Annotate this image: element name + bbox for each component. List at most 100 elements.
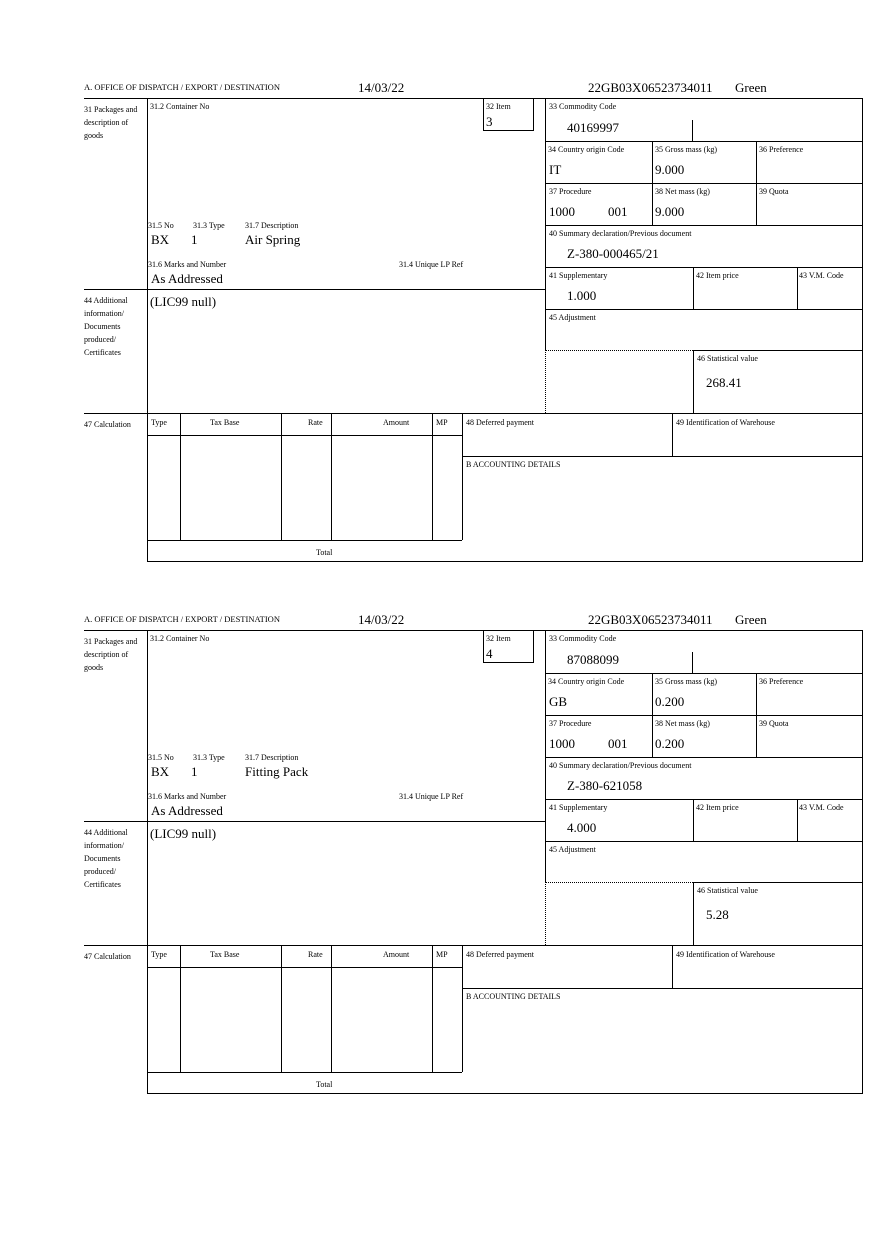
warehouse-label: 49 Identification of Warehouse [676, 418, 775, 427]
additional-info-label: 44 Additional information/ Documents pro… [84, 296, 128, 357]
supplementary-label: 41 Supplementary [549, 803, 608, 812]
commodity-label: 33 Commodity Code [549, 634, 617, 643]
divider [180, 945, 181, 1072]
divider [545, 882, 546, 945]
gross-mass: 0.200 [655, 694, 685, 709]
route-status: Green [735, 80, 767, 95]
description-label: 31.7 Description [245, 753, 299, 762]
divider [147, 561, 863, 562]
divider [483, 130, 534, 131]
divider [147, 1072, 462, 1073]
divider [545, 183, 862, 184]
divider [533, 98, 534, 130]
divider [545, 673, 862, 674]
divider [545, 757, 862, 758]
divider [545, 141, 862, 142]
divider [462, 413, 463, 540]
procedure-code: 1000 [549, 204, 575, 219]
adjustment-label: 45 Adjustment [549, 313, 596, 322]
gross-mass-label: 35 Gross mass (kg) [655, 145, 717, 154]
preference-label: 36 Preference [759, 145, 804, 154]
unique-ref-label: 31.4 Unique LP Ref [399, 260, 464, 269]
divider [432, 945, 433, 1072]
additional-info-value: (LIC99 null) [150, 294, 217, 309]
divider [483, 662, 534, 663]
divider [483, 98, 484, 130]
divider [147, 1093, 863, 1094]
statistical-label: 46 Statistical value [697, 354, 758, 363]
divider [545, 350, 693, 351]
additional-info-label: 44 Additional information/ Documents pro… [84, 828, 128, 889]
divider [672, 945, 673, 988]
item-label: 32 Item [486, 102, 511, 111]
procedure-additional: 001 [608, 736, 628, 751]
divider [462, 988, 862, 989]
summary-label: 40 Summary declaration/Previous document [549, 761, 692, 770]
net-mass-label: 38 Net mass (kg) [655, 187, 710, 196]
divider [84, 821, 545, 822]
amount-header: Amount [383, 950, 410, 959]
divider [84, 98, 862, 99]
divider [545, 882, 693, 883]
divider [693, 350, 694, 413]
statistical-label: 46 Statistical value [697, 886, 758, 895]
tax-base-header: Tax Base [210, 950, 240, 959]
mp-header: MP [436, 418, 448, 427]
package-type: 1 [191, 232, 198, 247]
divider [545, 267, 862, 268]
accounting-details-label: B ACCOUNTING DETAILS [466, 992, 561, 1001]
package-type: 1 [191, 764, 198, 779]
divider [84, 413, 862, 414]
reference-number: 22GB03X06523734011 [588, 80, 713, 95]
commodity-code: 40169997 [567, 120, 619, 135]
accounting-details-label: B ACCOUNTING DETAILS [466, 460, 561, 469]
marks-label: 31.6 Marks and Number [148, 260, 227, 269]
calculation-label: 47 Calculation [84, 952, 131, 961]
divider [147, 98, 148, 561]
no-label: 31.5 No [148, 753, 174, 762]
divider [84, 289, 545, 290]
statistical-value: 5.28 [706, 907, 729, 922]
declaration-item-form: A. OFFICE OF DISPATCH / EXPORT / DESTINA… [0, 0, 882, 562]
summary-label: 40 Summary declaration/Previous document [549, 229, 692, 238]
office-label: A. OFFICE OF DISPATCH / EXPORT / DESTINA… [84, 614, 280, 624]
divider [281, 413, 282, 540]
supplementary-value: 4.000 [567, 820, 597, 835]
divider [147, 967, 462, 968]
divider [693, 799, 694, 841]
amount-header: Amount [383, 418, 410, 427]
divider [331, 413, 332, 540]
divider [533, 630, 534, 662]
container-label: 31.2 Container No [150, 102, 210, 111]
calc-type-header: Type [151, 950, 167, 959]
description-label: 31.7 Description [245, 221, 299, 230]
divider [462, 945, 463, 1072]
unique-ref-label: 31.4 Unique LP Ref [399, 792, 464, 801]
package-no: BX [151, 232, 170, 247]
adjustment-label: 45 Adjustment [549, 845, 596, 854]
item-price-label: 42 Item price [696, 803, 739, 812]
divider [797, 799, 798, 841]
item-price-label: 42 Item price [696, 271, 739, 280]
divider [483, 630, 484, 662]
packages-label: 31 Packages and description of goods [84, 637, 138, 672]
quota-label: 39 Quota [759, 187, 789, 196]
package-no: BX [151, 764, 170, 779]
divider [147, 630, 148, 1093]
type-label: 31.3 Type [193, 753, 225, 762]
divider [692, 120, 693, 141]
date: 14/03/22 [358, 612, 405, 627]
divider [693, 882, 862, 883]
rate-header: Rate [308, 950, 323, 959]
mp-header: MP [436, 950, 448, 959]
reference-number: 22GB03X06523734011 [588, 612, 713, 627]
calculation-label: 47 Calculation [84, 420, 131, 429]
gross-mass-label: 35 Gross mass (kg) [655, 677, 717, 686]
divider [84, 945, 862, 946]
divider [331, 945, 332, 1072]
divider [432, 413, 433, 540]
marks-value: As Addressed [151, 271, 223, 286]
date: 14/03/22 [358, 80, 405, 95]
divider [862, 630, 863, 1094]
additional-info-value: (LIC99 null) [150, 826, 217, 841]
